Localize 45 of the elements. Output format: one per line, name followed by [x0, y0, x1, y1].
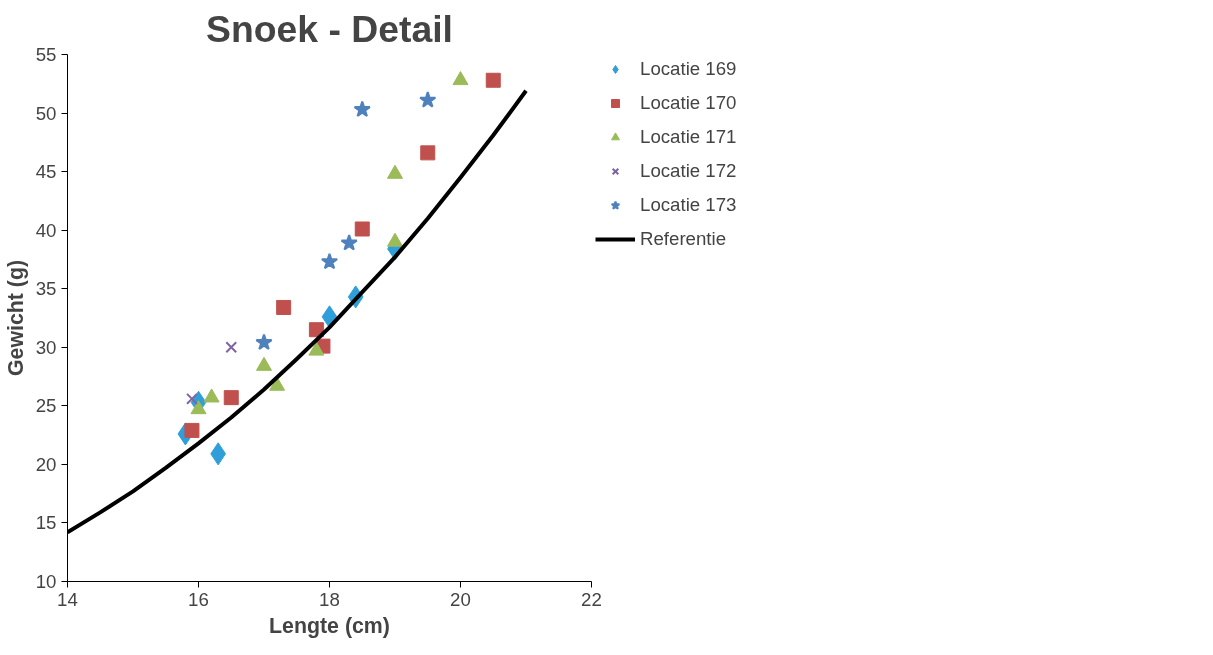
- point: [420, 145, 436, 161]
- legend-label: Locatie 170: [640, 92, 737, 114]
- point: [269, 376, 286, 391]
- point: [387, 164, 403, 179]
- point: [354, 221, 370, 237]
- point: [223, 390, 239, 406]
- y-tick-label: 30: [35, 336, 57, 358]
- y-axis-title: Gewicht (g): [3, 259, 28, 377]
- point: [255, 333, 273, 351]
- point: [203, 388, 220, 403]
- legend-label: Locatie 171: [640, 126, 737, 148]
- point: [190, 400, 207, 415]
- point: [186, 392, 198, 405]
- x-tick-label: 14: [57, 588, 78, 610]
- y-tick-label: 40: [35, 219, 57, 241]
- chart-title: Snoek - Detail: [206, 7, 453, 50]
- y-tick-label: 45: [35, 161, 57, 183]
- point: [387, 232, 403, 247]
- point: [340, 234, 358, 251]
- x-axis-title: Lengte (cm): [269, 613, 390, 638]
- x-tick-label: 18: [319, 588, 340, 610]
- x-tick-label: 16: [188, 588, 209, 610]
- y-tick-label: 55: [35, 44, 57, 65]
- y-tick-label: 10: [35, 571, 57, 592]
- legend-label: Locatie 173: [640, 194, 737, 216]
- y-tick-label: 35: [35, 278, 57, 300]
- y-tick-label: 50: [35, 102, 57, 124]
- point: [308, 341, 325, 356]
- y-tick-label: 25: [35, 395, 57, 417]
- legend-label: Locatie 169: [640, 58, 737, 80]
- legend-label: Referentie: [640, 228, 727, 250]
- x-tick-label: 20: [450, 588, 471, 610]
- point: [184, 422, 200, 438]
- point: [320, 252, 339, 270]
- point: [485, 72, 501, 88]
- x-tick-label: 22: [581, 588, 602, 610]
- point: [256, 356, 272, 371]
- point: [353, 100, 371, 118]
- point: [452, 71, 469, 86]
- y-tick-label: 15: [35, 512, 57, 534]
- y-tick-label: 20: [35, 453, 57, 475]
- point: [419, 91, 437, 108]
- legend-label: Locatie 172: [640, 160, 737, 182]
- point: [225, 341, 238, 354]
- point: [276, 299, 292, 315]
